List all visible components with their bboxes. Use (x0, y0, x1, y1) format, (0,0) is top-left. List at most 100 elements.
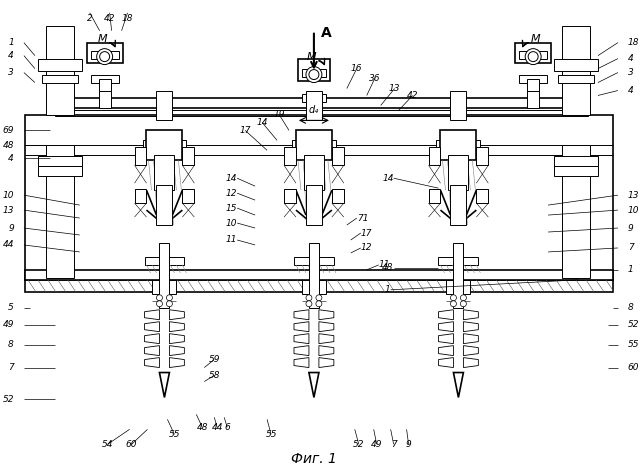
Text: 5: 5 (8, 303, 14, 312)
Polygon shape (145, 334, 159, 344)
Polygon shape (170, 310, 184, 320)
Text: 9: 9 (8, 224, 14, 233)
Bar (91, 51, 118, 59)
Bar (554, 166, 598, 176)
Polygon shape (438, 310, 453, 320)
Bar (38, 59, 82, 71)
Polygon shape (319, 322, 334, 332)
Bar (527, 91, 539, 109)
Polygon shape (463, 322, 478, 332)
Polygon shape (319, 334, 334, 344)
Bar (46, 26, 74, 116)
Circle shape (309, 70, 319, 80)
Text: 16: 16 (351, 64, 362, 73)
Text: 2: 2 (87, 14, 93, 23)
Text: 11: 11 (226, 236, 237, 245)
Text: 4: 4 (8, 154, 14, 163)
Bar (284, 189, 296, 203)
Bar (558, 74, 594, 82)
Polygon shape (463, 346, 478, 356)
Bar (42, 74, 77, 82)
Polygon shape (438, 322, 453, 332)
Text: 13: 13 (3, 206, 14, 215)
Polygon shape (294, 322, 309, 332)
Bar (554, 59, 598, 71)
Circle shape (166, 301, 172, 307)
Bar (562, 26, 590, 116)
Text: 54: 54 (102, 440, 113, 449)
Text: M: M (531, 34, 540, 44)
Text: 13: 13 (389, 84, 401, 93)
Text: 8: 8 (628, 303, 634, 312)
Bar (294, 257, 334, 265)
Bar (152, 280, 177, 294)
Polygon shape (463, 310, 478, 320)
Text: 1: 1 (385, 285, 390, 294)
Bar (55, 99, 588, 109)
Circle shape (451, 295, 456, 301)
Text: M: M (98, 34, 108, 44)
Circle shape (451, 301, 456, 307)
Bar (86, 43, 123, 63)
Polygon shape (463, 357, 478, 367)
Text: d₄: d₄ (309, 105, 319, 116)
Text: 1: 1 (628, 265, 634, 274)
Text: 48: 48 (382, 264, 394, 273)
Bar (38, 156, 82, 166)
Polygon shape (463, 334, 478, 344)
Text: 12: 12 (226, 189, 237, 198)
Polygon shape (438, 357, 453, 367)
Bar (453, 243, 463, 308)
Bar (145, 257, 184, 265)
Text: 4: 4 (628, 86, 634, 95)
Text: A: A (321, 26, 332, 40)
Text: 3: 3 (628, 68, 634, 77)
Circle shape (156, 301, 163, 307)
Polygon shape (438, 334, 453, 344)
Polygon shape (319, 346, 334, 356)
Bar (46, 146, 74, 278)
Bar (296, 130, 332, 160)
Circle shape (316, 295, 322, 301)
Bar (436, 140, 481, 150)
Text: 42: 42 (407, 91, 419, 100)
Text: 49: 49 (3, 320, 14, 329)
Bar (451, 185, 467, 225)
Polygon shape (170, 357, 184, 367)
Text: M: M (307, 52, 317, 62)
Bar (306, 91, 322, 120)
Text: 36: 36 (369, 74, 380, 83)
Bar (562, 146, 590, 278)
Text: 49: 49 (371, 440, 383, 449)
Circle shape (525, 49, 541, 64)
Text: 55: 55 (628, 340, 639, 349)
Text: 52: 52 (628, 320, 639, 329)
Polygon shape (170, 334, 184, 344)
Bar (182, 147, 195, 165)
Bar (25, 280, 613, 292)
Bar (476, 189, 488, 203)
Text: 9: 9 (628, 224, 634, 233)
Bar (38, 166, 82, 176)
Text: 52: 52 (353, 440, 365, 449)
Bar (298, 59, 330, 81)
Bar (156, 91, 172, 120)
Polygon shape (170, 346, 184, 356)
Polygon shape (294, 334, 309, 344)
Polygon shape (294, 310, 309, 320)
Bar (143, 140, 186, 150)
Text: 3: 3 (8, 68, 14, 77)
Bar (302, 69, 326, 77)
Text: 15: 15 (226, 204, 237, 213)
Bar (519, 74, 547, 82)
Text: 4: 4 (8, 51, 14, 60)
Text: 69: 69 (3, 126, 14, 135)
Polygon shape (170, 322, 184, 332)
Circle shape (306, 295, 312, 301)
Text: 14: 14 (226, 173, 237, 182)
Polygon shape (438, 346, 453, 356)
Bar (147, 130, 182, 160)
Bar (156, 185, 172, 225)
Text: 55: 55 (266, 430, 277, 439)
Text: 7: 7 (391, 440, 397, 449)
